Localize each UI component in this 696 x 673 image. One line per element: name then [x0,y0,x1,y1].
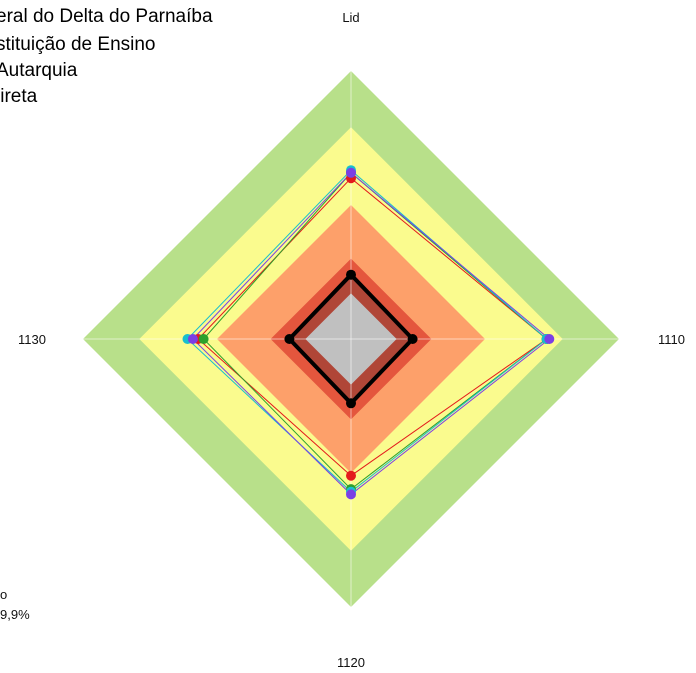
series-layer [182,165,555,500]
axis-label-1130: 1130 [18,332,46,347]
series-1-point-4 [284,334,295,344]
title-line-3: Autarquia [0,60,78,81]
axis-label-1120: 1120 [337,655,365,670]
series-5-point-1 [346,167,356,178]
bottom-left-line-2: 9,9% [0,607,30,622]
axis-label-lid: Lid [342,10,359,25]
series-1-point-1 [346,269,356,280]
title-line-4: lireta [0,86,38,107]
series-5-point-2 [544,334,555,344]
series-1-point-2 [407,334,418,344]
title-line-1: eral do Delta do Parnaíba [0,6,213,27]
series-3-point-4 [198,334,209,344]
series-5-point-3 [346,489,356,500]
series-5-point-4 [187,334,198,344]
axis-label-1110: 1110 [658,332,685,347]
series-1-point-3 [346,398,356,409]
radar-grid [83,71,619,607]
bottom-left-line-1: o [0,587,8,602]
series-2-point-3 [346,470,356,481]
title-line-2: stituição de Ensino [0,34,156,55]
